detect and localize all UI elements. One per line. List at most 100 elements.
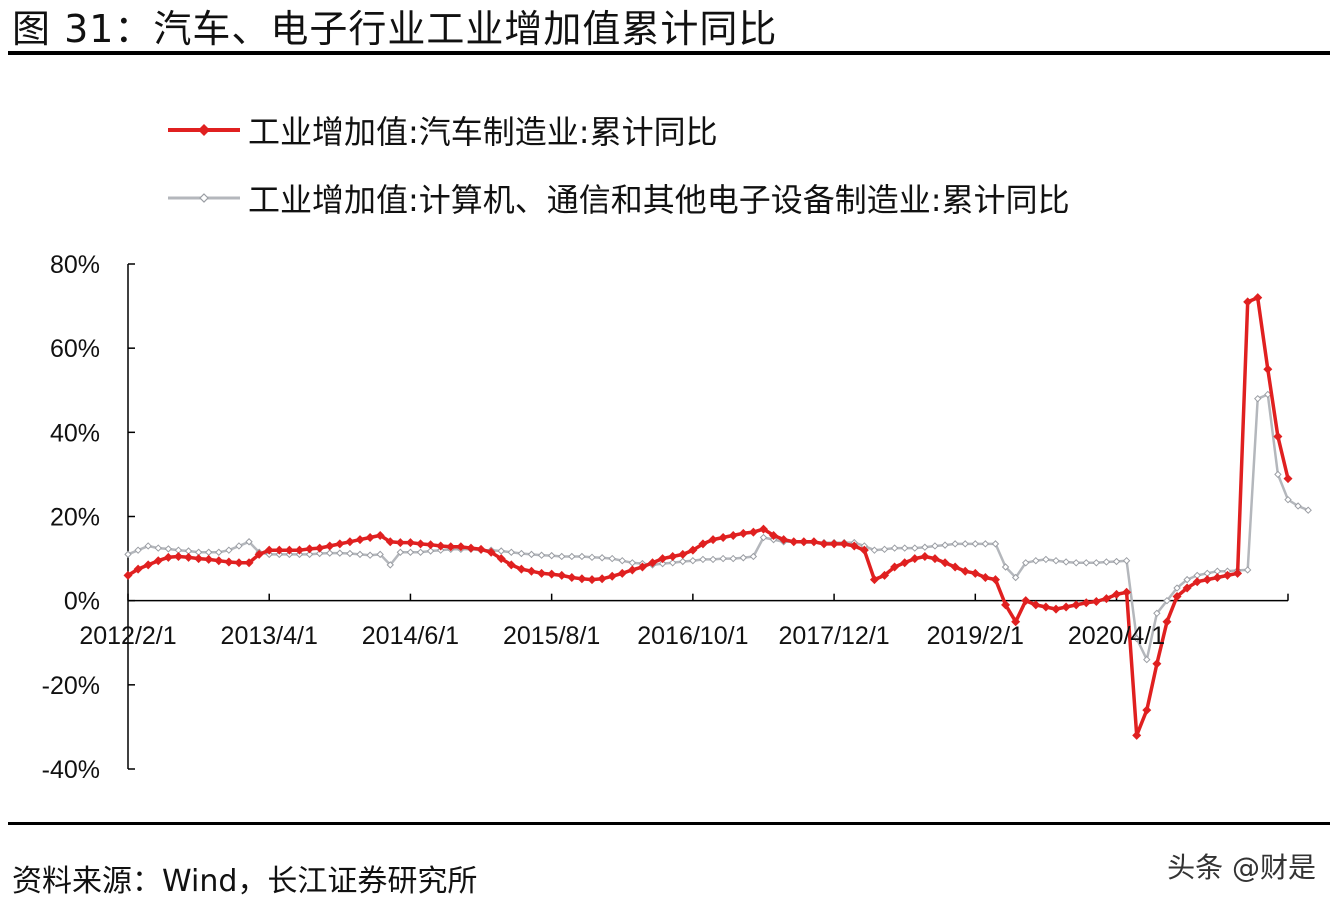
data-point-auto — [819, 539, 829, 549]
data-point-auto — [869, 575, 879, 585]
data-point-auto — [325, 541, 335, 551]
data-point-auto — [416, 539, 426, 549]
data-point-auto — [1253, 293, 1263, 303]
data-point-electronics — [598, 554, 606, 562]
data-point-auto — [970, 568, 980, 578]
data-point-auto — [950, 562, 960, 572]
data-point-auto — [506, 560, 516, 570]
data-point-auto — [849, 541, 859, 551]
data-point-electronics — [971, 540, 980, 548]
data-point-electronics — [941, 541, 949, 549]
data-point-auto — [1233, 568, 1243, 578]
data-point-electronics — [497, 547, 505, 555]
data-point-electronics — [406, 548, 415, 556]
y-tick-label: 40% — [50, 419, 100, 447]
data-point-electronics — [416, 548, 425, 556]
data-point-electronics — [547, 551, 556, 560]
data-point-electronics — [1153, 609, 1161, 617]
y-tick-label: -20% — [42, 672, 100, 700]
data-point-electronics — [1082, 559, 1090, 567]
data-point-electronics — [921, 543, 929, 551]
data-point-electronics — [1092, 559, 1101, 567]
data-point-electronics — [164, 545, 173, 553]
y-tick-label: 80% — [50, 251, 100, 279]
data-point-electronics — [204, 548, 213, 556]
data-point-electronics — [608, 554, 616, 563]
x-tick-label: 2013/4/1 — [221, 622, 318, 650]
data-point-auto — [728, 530, 738, 540]
data-point-electronics — [679, 557, 687, 566]
data-point-auto — [577, 574, 587, 584]
data-point-electronics — [1011, 573, 1020, 582]
series-line-auto — [127, 295, 1290, 738]
data-point-auto — [748, 527, 758, 537]
title-divider — [8, 51, 1330, 55]
data-point-auto — [658, 554, 668, 564]
data-point-auto — [385, 537, 395, 547]
legend-swatch-electronics — [168, 193, 240, 203]
data-point-auto — [1222, 570, 1232, 580]
data-point-auto — [1041, 602, 1051, 612]
data-point-auto — [829, 539, 839, 549]
data-point-electronics — [376, 550, 384, 559]
data-point-auto — [466, 543, 476, 553]
data-point-electronics — [558, 552, 566, 561]
data-point-electronics — [618, 556, 626, 565]
watermark: 头条 @财是 — [1167, 851, 1316, 884]
data-point-electronics — [1163, 596, 1171, 605]
figure-title: 图 31：汽车、电子行业工业增加值累计同比 — [12, 7, 778, 51]
data-point-auto — [557, 570, 567, 580]
data-point-auto — [1273, 432, 1283, 442]
data-point-electronics — [366, 551, 374, 559]
data-point-auto — [1081, 598, 1091, 608]
data-point-electronics — [235, 542, 243, 550]
data-point-auto — [920, 551, 930, 561]
data-point-electronics — [719, 554, 727, 563]
data-point-electronics — [225, 546, 233, 554]
data-point-electronics — [981, 540, 990, 548]
data-point-electronics — [588, 553, 596, 562]
data-point-auto — [1091, 597, 1101, 607]
data-point-auto — [718, 533, 728, 543]
data-point-auto — [526, 566, 536, 576]
data-point-auto — [789, 537, 799, 547]
data-point-electronics — [1254, 394, 1262, 403]
data-point-auto — [1202, 575, 1212, 585]
x-tick-label: 2016/10/1 — [637, 622, 748, 650]
data-point-auto — [446, 542, 456, 552]
data-point-auto — [1182, 583, 1192, 593]
data-point-electronics — [890, 544, 899, 552]
data-point-auto — [143, 560, 153, 570]
data-point-electronics — [1112, 557, 1121, 566]
legend-label-electronics: 工业增加值:计算机、通信和其他电子设备制造业:累计同比 — [248, 181, 1070, 219]
data-point-electronics — [336, 549, 344, 557]
data-point-electronics — [900, 544, 909, 552]
series-line-electronics — [127, 393, 1309, 661]
data-point-electronics — [537, 551, 546, 559]
data-point-electronics — [1122, 556, 1131, 565]
data-point-electronics — [326, 549, 334, 557]
data-point-auto — [365, 533, 375, 543]
data-point-electronics — [1102, 558, 1111, 566]
data-point-auto — [173, 551, 183, 561]
data-point-auto — [597, 574, 607, 584]
data-point-electronics — [911, 544, 919, 552]
data-point-electronics — [1274, 470, 1282, 479]
data-point-auto — [1122, 587, 1132, 597]
data-point-auto — [839, 539, 849, 549]
data-point-auto — [476, 544, 486, 554]
data-point-electronics — [870, 546, 879, 554]
data-point-auto — [1071, 600, 1081, 610]
data-point-auto — [1021, 596, 1031, 606]
data-point-auto — [1172, 591, 1182, 601]
data-point-electronics — [628, 559, 637, 567]
data-point-auto — [900, 558, 910, 568]
data-point-auto — [204, 554, 214, 564]
data-point-auto — [355, 535, 365, 545]
data-point-electronics — [1243, 566, 1252, 574]
data-point-auto — [648, 558, 658, 568]
data-point-auto — [294, 545, 304, 555]
data-point-auto — [375, 530, 385, 540]
data-point-auto — [809, 537, 819, 547]
